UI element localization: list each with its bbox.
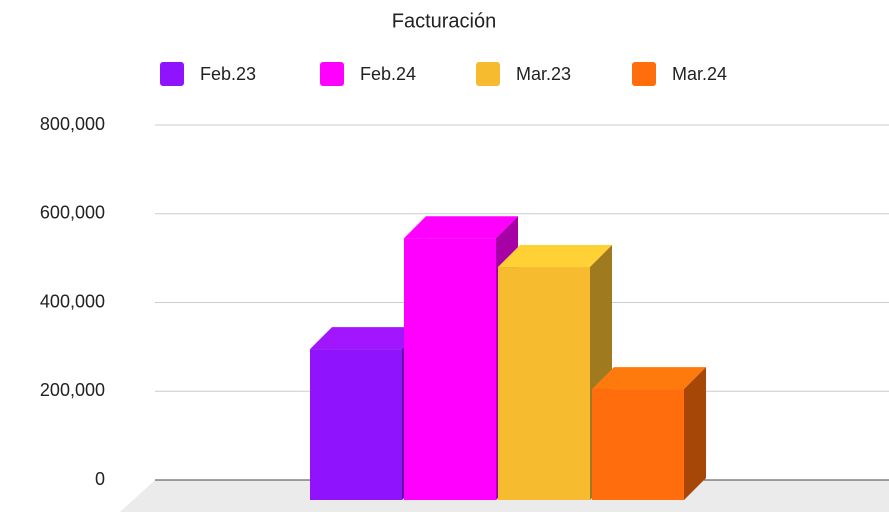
bar — [404, 238, 496, 500]
y-tick-label: 200,000 — [40, 380, 105, 400]
bar-top — [498, 245, 612, 268]
bar — [310, 349, 402, 500]
legend-swatch — [160, 62, 184, 86]
legend-swatch — [320, 62, 344, 86]
bar — [592, 389, 684, 500]
y-tick-label: 600,000 — [40, 203, 105, 223]
legend-label: Mar.24 — [672, 64, 727, 84]
legend-label: Feb.23 — [200, 64, 256, 84]
bar-top — [404, 216, 518, 239]
bar-side — [684, 367, 706, 500]
y-tick-label: 800,000 — [40, 114, 105, 134]
bar-top — [592, 367, 706, 390]
legend-label: Mar.23 — [516, 64, 571, 84]
legend-swatch — [632, 62, 656, 86]
bar-top — [310, 327, 424, 350]
legend-swatch — [476, 62, 500, 86]
chart-title: Facturación — [392, 10, 497, 32]
legend-label: Feb.24 — [360, 64, 416, 84]
bar — [498, 267, 590, 500]
y-tick-label: 400,000 — [40, 291, 105, 311]
y-tick-label: 0 — [95, 469, 105, 489]
